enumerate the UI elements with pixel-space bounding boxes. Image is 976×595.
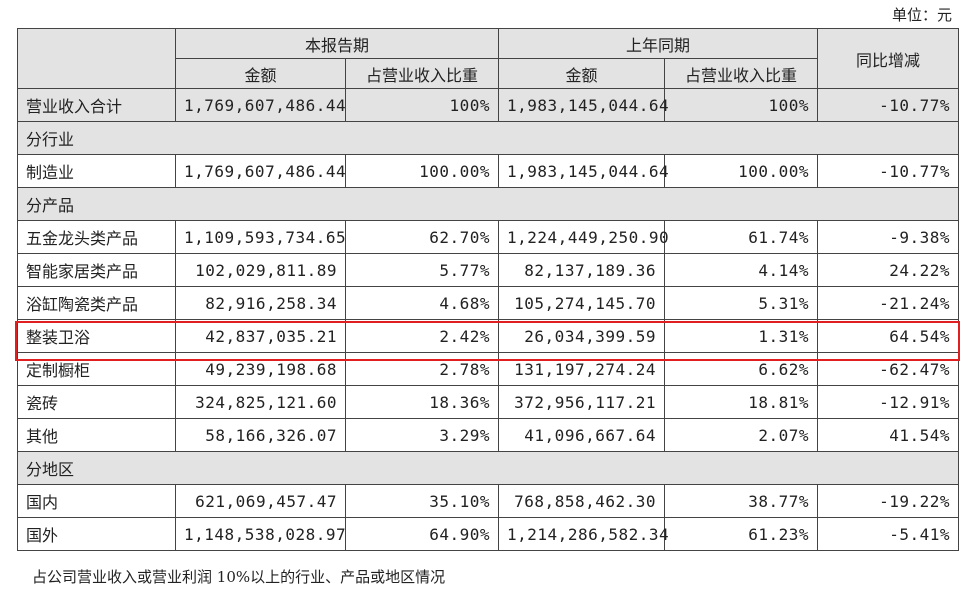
total-row: 营业收入合计 1,769,607,486.44 100% 1,983,145,0… [17,88,960,122]
section-row-industry: 分行业 [16,121,960,155]
cell-name: 浴缸陶瓷类产品 [17,286,176,320]
table-row: 定制橱柜 49,239,198.68 2.78% 131,197,274.24 6.62… [17,352,960,386]
header-prior-period: 上年同期 [498,28,819,59]
revenue-table: 本报告期 上年同期 同比增减 金额 占营业收入比重 金额 占营业收入比重 营业收… [16,28,960,551]
cell-prev-share: 38.77% [664,484,819,518]
cell-prev-share: 1.31% [664,319,819,353]
cell-name: 瓷砖 [17,385,176,419]
table-row: 智能家居类产品 102,029,811.89 5.77% 82,137,189.36 4… [17,253,960,287]
cell-prev-amount: 1,983,145,044.64 [498,154,669,188]
cell-name: 定制橱柜 [17,352,176,386]
section-label: 分产品 [16,187,960,221]
cell-name: 智能家居类产品 [17,253,176,287]
cell-name: 五金龙头类产品 [17,220,176,254]
cell-cur-amount: 1,148,538,028.97 [175,517,346,551]
section-label: 分行业 [16,121,960,155]
table-row: 其他 58,166,326.07 3.29% 41,096,667.64 2.07% 41… [17,418,960,452]
cell-cur-amount: 58,166,326.07 [175,418,346,452]
cell-yoy: -5.41% [817,517,960,551]
cell-yoy: -19.22% [817,484,960,518]
header-current-period: 本报告期 [174,28,500,59]
header-row-1: 本报告期 上年同期 同比增减 [17,28,960,89]
cell-yoy: 64.54% [817,319,960,353]
header-prior-amount: 金额 [498,58,666,89]
cell-prev-amount: 82,137,189.36 [498,253,666,287]
total-row-name: 营业收入合计 [17,88,176,122]
cell-cur-amount: 82,916,258.34 [175,286,346,320]
cell-name: 整装卫浴 [17,319,176,353]
header-corner-cell [17,28,176,89]
cell-prev-share: 61.23% [664,517,819,551]
cell-cur-share: 62.70% [344,220,500,254]
cell-prev-share: 4.14% [664,253,819,287]
cell-cur-share: 4.68% [344,286,500,320]
cell-yoy: -10.77% [817,154,960,188]
table-row: 五金龙头类产品 1,109,593,734.65 62.70% 1,224,449,2… [17,220,960,254]
cell-cur-amount: 1,109,593,734.65 [175,220,346,254]
cell-cur-share: 3.29% [344,418,500,452]
section-label: 分地区 [16,451,960,485]
table-row: 制造业 1,769,607,486.44 100.00% 1,983,145,044.… [17,154,960,188]
cell-name: 制造业 [17,154,176,188]
cell-cur-share: 35.10% [344,484,500,518]
cell-cur-amount: 324,825,121.60 [175,385,346,419]
table-row: 国内 621,069,457.47 35.10% 768,858,462.30 38.7… [17,484,960,518]
cell-prev-amount: 26,034,399.59 [498,319,666,353]
cell-yoy: -21.24% [817,286,960,320]
footnote: 占公司营业收入或营业利润 10%以上的行业、产品或地区情况 [32,568,446,586]
table-row: 国外 1,148,538,028.97 64.90% 1,214,286,582.34… [17,517,960,551]
total-row-cur-share: 100% [344,88,500,122]
cell-name: 其他 [17,418,176,452]
cell-yoy: -9.38% [817,220,960,254]
table-row: 瓷砖 324,825,121.60 18.36% 372,956,117.21 18.8… [17,385,960,419]
cell-prev-share: 18.81% [664,385,819,419]
cell-cur-share: 100.00% [344,154,500,188]
cell-cur-share: 64.90% [344,517,500,551]
header-row-2: 金额 占营业收入比重 金额 占营业收入比重 [18,58,959,89]
cell-yoy: -62.47% [817,352,960,386]
cell-prev-share: 61.74% [664,220,819,254]
cell-prev-amount: 131,197,274.24 [498,352,666,386]
cell-prev-share: 6.62% [664,352,819,386]
cell-yoy: 41.54% [817,418,960,452]
cell-prev-amount: 41,096,667.64 [498,418,666,452]
total-row-yoy: -10.77% [817,88,960,122]
header-yoy-change: 同比增减 [817,28,960,89]
cell-prev-amount: 1,224,449,250.90 [498,220,669,254]
cell-prev-share: 100.00% [664,154,819,188]
cell-name: 国内 [17,484,176,518]
cell-prev-share: 5.31% [664,286,819,320]
cell-prev-amount: 768,858,462.30 [498,484,666,518]
cell-cur-amount: 621,069,457.47 [175,484,346,518]
cell-yoy: -12.91% [817,385,960,419]
cell-cur-share: 2.78% [344,352,500,386]
cell-prev-amount: 105,274,145.70 [498,286,666,320]
section-row-product: 分产品 [16,187,960,221]
total-row-prev-share: 100% [664,88,819,122]
unit-label: 单位：元 [891,6,952,24]
cell-cur-share: 5.77% [344,253,500,287]
cell-prev-amount: 1,214,286,582.34 [498,517,669,551]
table-row: 整装卫浴 42,837,035.21 2.42% 26,034,399.59 1.31%… [17,319,960,353]
cell-cur-amount: 1,769,607,486.44 [175,154,346,188]
cell-name: 国外 [17,517,176,551]
header-current-amount: 金额 [175,58,346,89]
cell-cur-amount: 102,029,811.89 [175,253,346,287]
header-current-share: 占营业收入比重 [344,58,500,89]
cell-yoy: 24.22% [817,253,960,287]
cell-cur-amount: 42,837,035.21 [175,319,346,353]
header-prior-share: 占营业收入比重 [664,58,819,89]
cell-prev-share: 2.07% [664,418,819,452]
total-row-prev-amount: 1,983,145,044.64 [498,88,669,122]
total-row-cur-amount: 1,769,607,486.44 [175,88,346,122]
table-row: 浴缸陶瓷类产品 82,916,258.34 4.68% 105,274,145.70 5… [17,286,960,320]
cell-cur-amount: 49,239,198.68 [175,352,346,386]
section-row-region: 分地区 [16,451,960,485]
cell-cur-share: 2.42% [344,319,500,353]
cell-cur-share: 18.36% [344,385,500,419]
cell-prev-amount: 372,956,117.21 [498,385,666,419]
